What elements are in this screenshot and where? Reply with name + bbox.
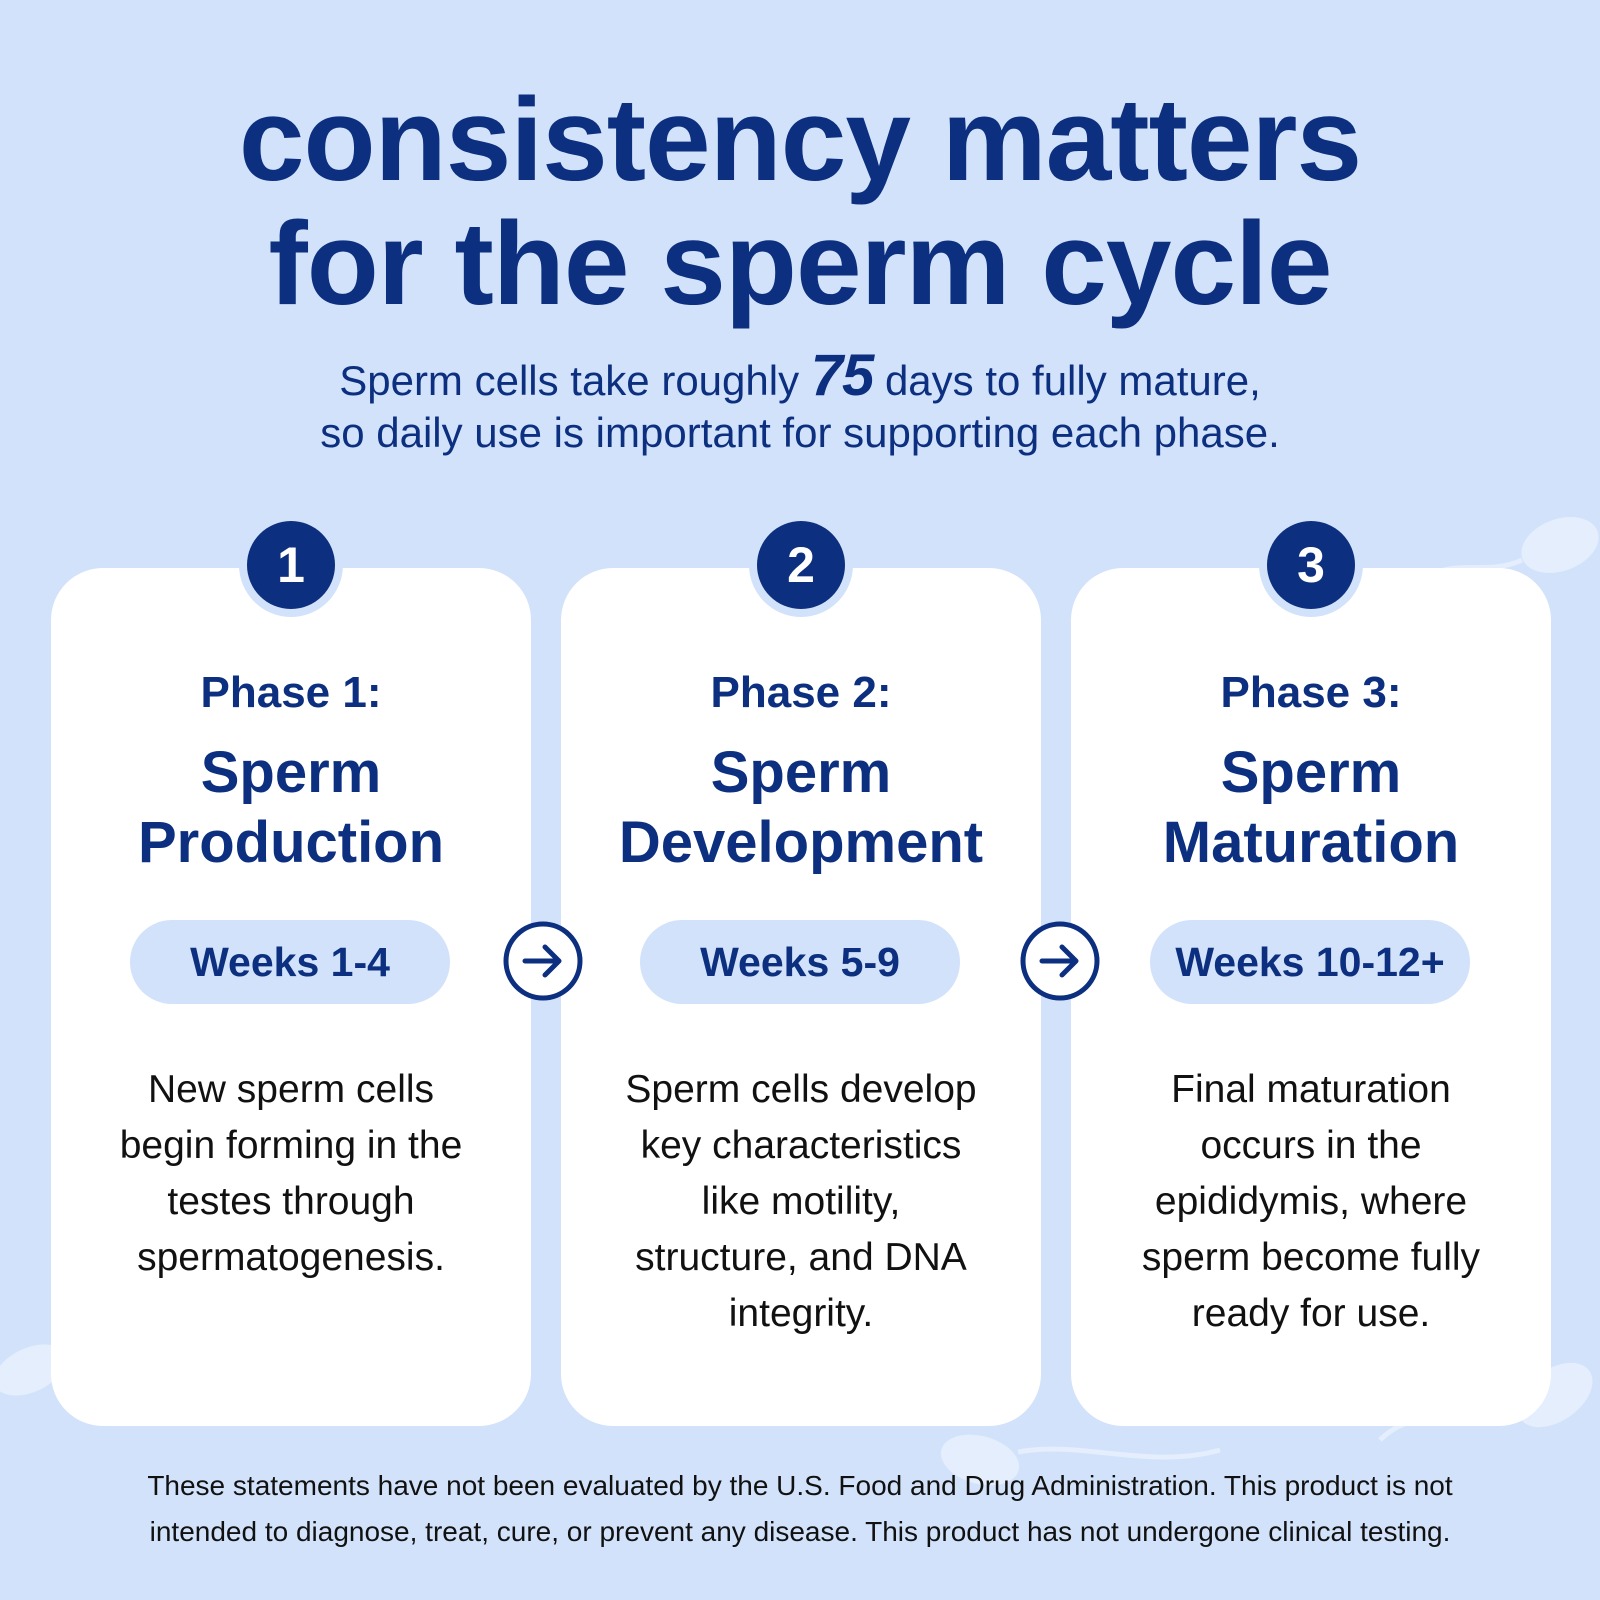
desc-line: spermatogenesis. xyxy=(137,1236,445,1279)
desc-line: epididymis, where xyxy=(1154,1180,1468,1223)
weeks-pill: Weeks 10-12+ xyxy=(1150,920,1470,1004)
phase-name: Sperm Development xyxy=(561,738,1041,878)
phase-name: Sperm Maturation xyxy=(1071,738,1551,878)
phase-number: 3 xyxy=(1267,521,1355,609)
days-number: 75 xyxy=(810,343,875,408)
arrow-right-circle-icon xyxy=(1020,921,1100,1001)
desc-line: like motility, xyxy=(701,1180,901,1223)
phase-label: Phase 2: xyxy=(710,668,892,717)
subtitle-line-1: Sperm cells take roughly 75 days to full… xyxy=(0,347,1600,407)
phase-description: Final maturation occurs in the epididymi… xyxy=(1101,1062,1521,1342)
weeks-pill: Weeks 1-4 xyxy=(130,920,450,1004)
phase-card-2: 2 Phase 2: Sperm Development Weeks 5-9 S… xyxy=(561,513,1041,1426)
desc-line: occurs in the xyxy=(1200,1124,1422,1167)
phase-description: New sperm cells begin forming in the tes… xyxy=(81,1062,501,1286)
disclaimer-line-1: These statements have not been evaluated… xyxy=(147,1470,1453,1501)
weeks-pill: Weeks 5-9 xyxy=(640,920,960,1004)
desc-line: integrity. xyxy=(728,1292,874,1335)
fda-disclaimer: These statements have not been evaluated… xyxy=(0,1463,1600,1555)
desc-line: structure, and DNA xyxy=(635,1236,967,1279)
title-line-2: for the sperm cycle xyxy=(268,198,1332,330)
phase-number: 1 xyxy=(247,521,335,609)
phase-number-badge: 1 xyxy=(239,513,343,617)
phase-number-badge: 2 xyxy=(749,513,853,617)
phase-name-line-2: Maturation xyxy=(1162,810,1460,875)
subtitle-line-2: so daily use is important for supporting… xyxy=(320,409,1280,456)
phase-name-line-1: Sperm xyxy=(200,740,382,805)
arrow-right-circle-icon xyxy=(503,921,583,1001)
phase-number: 2 xyxy=(757,521,845,609)
desc-line: sperm become fully xyxy=(1141,1236,1481,1279)
subtitle-line-1-before: Sperm cells take roughly xyxy=(339,357,811,404)
phase-label: Phase 1: xyxy=(200,668,382,717)
phase-name-line-1: Sperm xyxy=(710,740,892,805)
phase-name-line-2: Production xyxy=(137,810,445,875)
disclaimer-line-2: intended to diagnose, treat, cure, or pr… xyxy=(149,1516,1451,1547)
desc-line: Sperm cells develop xyxy=(625,1068,977,1111)
phase-card-1: 1 Phase 1: Sperm Production Weeks 1-4 Ne… xyxy=(51,513,531,1426)
subtitle-line-1-after: days to fully mature, xyxy=(873,357,1261,404)
phase-name-line-1: Sperm xyxy=(1220,740,1402,805)
phase-card-3: 3 Phase 3: Sperm Maturation Weeks 10-12+… xyxy=(1071,513,1551,1426)
page-title: consistency matters for the sperm cycle xyxy=(0,78,1600,326)
phase-number-badge: 3 xyxy=(1259,513,1363,617)
title-line-1: consistency matters xyxy=(238,74,1362,206)
phase-name-line-2: Development xyxy=(618,810,984,875)
desc-line: key characteristics xyxy=(640,1124,962,1167)
phase-name: Sperm Production xyxy=(51,738,531,878)
desc-line: testes through xyxy=(167,1180,415,1223)
desc-line: begin forming in the xyxy=(119,1124,463,1167)
phase-label: Phase 3: xyxy=(1220,668,1402,717)
phase-description: Sperm cells develop key characteristics … xyxy=(591,1062,1011,1342)
desc-line: New sperm cells xyxy=(147,1068,435,1111)
desc-line: ready for use. xyxy=(1191,1292,1431,1335)
desc-line: Final maturation xyxy=(1171,1068,1451,1111)
subtitle: Sperm cells take roughly 75 days to full… xyxy=(0,347,1600,459)
